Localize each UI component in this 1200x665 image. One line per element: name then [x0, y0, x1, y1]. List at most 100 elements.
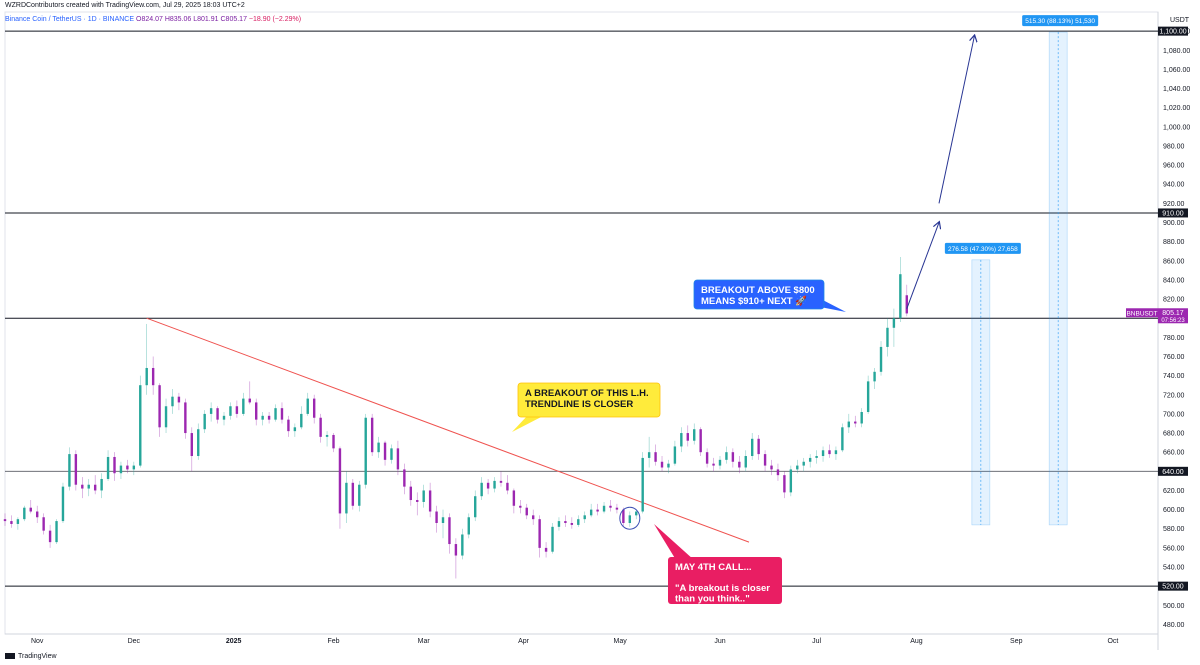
candle-body — [770, 465, 773, 470]
candle-body — [673, 446, 677, 464]
candle-body — [725, 452, 728, 460]
y-tick-label: 940.00 — [1163, 182, 1185, 189]
y-tick-label: 680.00 — [1163, 431, 1185, 438]
candle-body — [383, 442, 387, 460]
candle-body — [615, 507, 619, 510]
y-tick-label: 580.00 — [1163, 526, 1185, 533]
candle-body — [255, 402, 258, 420]
candle-body — [519, 505, 522, 508]
candle-body — [667, 463, 670, 468]
candle-body — [821, 450, 825, 457]
x-tick-label: 2025 — [226, 638, 242, 645]
ohlc-close: C805.17 — [220, 16, 247, 23]
candle-body — [345, 482, 348, 514]
candle-body — [422, 490, 425, 502]
may-call-callout-text: MAY 4TH CALL... — [675, 562, 752, 573]
y-tick-label: 660.00 — [1163, 450, 1185, 457]
candle-body — [151, 367, 155, 386]
candle-body — [16, 519, 20, 524]
y-tick-label: 1,060.00 — [1163, 67, 1190, 74]
candle-body — [3, 519, 7, 522]
x-tick-label: Jul — [812, 638, 821, 645]
y-tick-label: 1,080.00 — [1163, 48, 1190, 55]
y-tick-label: 540.00 — [1163, 565, 1185, 572]
candle-body — [654, 452, 657, 462]
price-range-label: 276.58 (47.30%) 27,658 — [948, 246, 1018, 253]
candle-body — [203, 413, 206, 430]
breakout-callout-text: BREAKOUT ABOVE $800 — [701, 285, 815, 296]
countdown-timer: 07:56:23 — [1161, 318, 1185, 324]
candle-body — [216, 408, 219, 420]
candle-body — [325, 434, 329, 437]
candle-body — [609, 505, 612, 508]
candle-body — [525, 507, 528, 516]
x-tick-label: Mar — [418, 638, 431, 645]
candle-body — [744, 456, 747, 468]
footer-brand[interactable]: TradingView — [5, 653, 57, 660]
candle-body — [474, 496, 477, 518]
y-tick-label: 500.00 — [1163, 603, 1185, 610]
candle-body — [454, 544, 458, 556]
y-tick-label: 700.00 — [1163, 411, 1185, 418]
candle-body — [731, 452, 735, 462]
candle-body — [899, 274, 902, 319]
candle-body — [570, 522, 574, 525]
candle-body — [815, 456, 818, 458]
candle-body — [139, 385, 142, 466]
candle-body — [499, 480, 503, 483]
level-tag — [1158, 208, 1188, 218]
candle-body — [248, 398, 251, 403]
candle-body — [783, 475, 786, 493]
candle-body — [119, 465, 123, 474]
x-tick-label: May — [614, 638, 628, 645]
candle-body — [267, 415, 271, 420]
candle-body — [776, 469, 780, 476]
candle-body — [763, 454, 767, 466]
x-tick-label: Aug — [910, 638, 923, 645]
candle-body — [23, 507, 26, 520]
candle-body — [841, 427, 844, 451]
ohlc-open: O824.07 — [136, 16, 163, 23]
candle-body — [506, 482, 509, 491]
candle-body — [403, 469, 406, 487]
candle-body — [87, 484, 90, 489]
candle-body — [680, 433, 683, 447]
candle-body — [796, 465, 799, 470]
candle-body — [261, 415, 264, 420]
y-tick-label: 960.00 — [1163, 163, 1185, 170]
y-tick-label: 620.00 — [1163, 488, 1185, 495]
may-call-callout-text: "A breakout is closer — [675, 583, 770, 594]
candle-body — [641, 457, 644, 512]
candle-body — [300, 413, 303, 428]
candle-body — [332, 434, 335, 449]
candle-body — [209, 408, 213, 414]
candle-body — [789, 469, 793, 493]
level-label: 640.00 — [1162, 469, 1184, 476]
candle-body — [416, 500, 419, 502]
level-tag — [1158, 581, 1188, 591]
candle-body — [866, 381, 870, 412]
y-tick-label: 760.00 — [1163, 354, 1185, 361]
candle-body — [486, 482, 490, 489]
tradingview-logo-icon — [5, 653, 15, 660]
level-tag — [1158, 466, 1188, 476]
y-tick-label: 880.00 — [1163, 239, 1185, 246]
y-tick-label: 600.00 — [1163, 507, 1185, 514]
candle-body — [660, 461, 664, 468]
candle-body — [854, 421, 857, 424]
candle-body — [409, 486, 413, 501]
candle-body — [802, 461, 805, 466]
candle-body — [229, 406, 232, 416]
x-tick-label: Dec — [128, 638, 141, 645]
candle-body — [808, 457, 812, 462]
candle-body — [441, 517, 445, 523]
symbol-tag-label: BNBUSDT — [1126, 310, 1157, 317]
candle-body — [164, 406, 168, 428]
may-call-callout-pointer — [654, 524, 694, 560]
candle-body — [435, 511, 438, 523]
candle-body — [126, 465, 129, 470]
candle-body — [512, 490, 516, 506]
